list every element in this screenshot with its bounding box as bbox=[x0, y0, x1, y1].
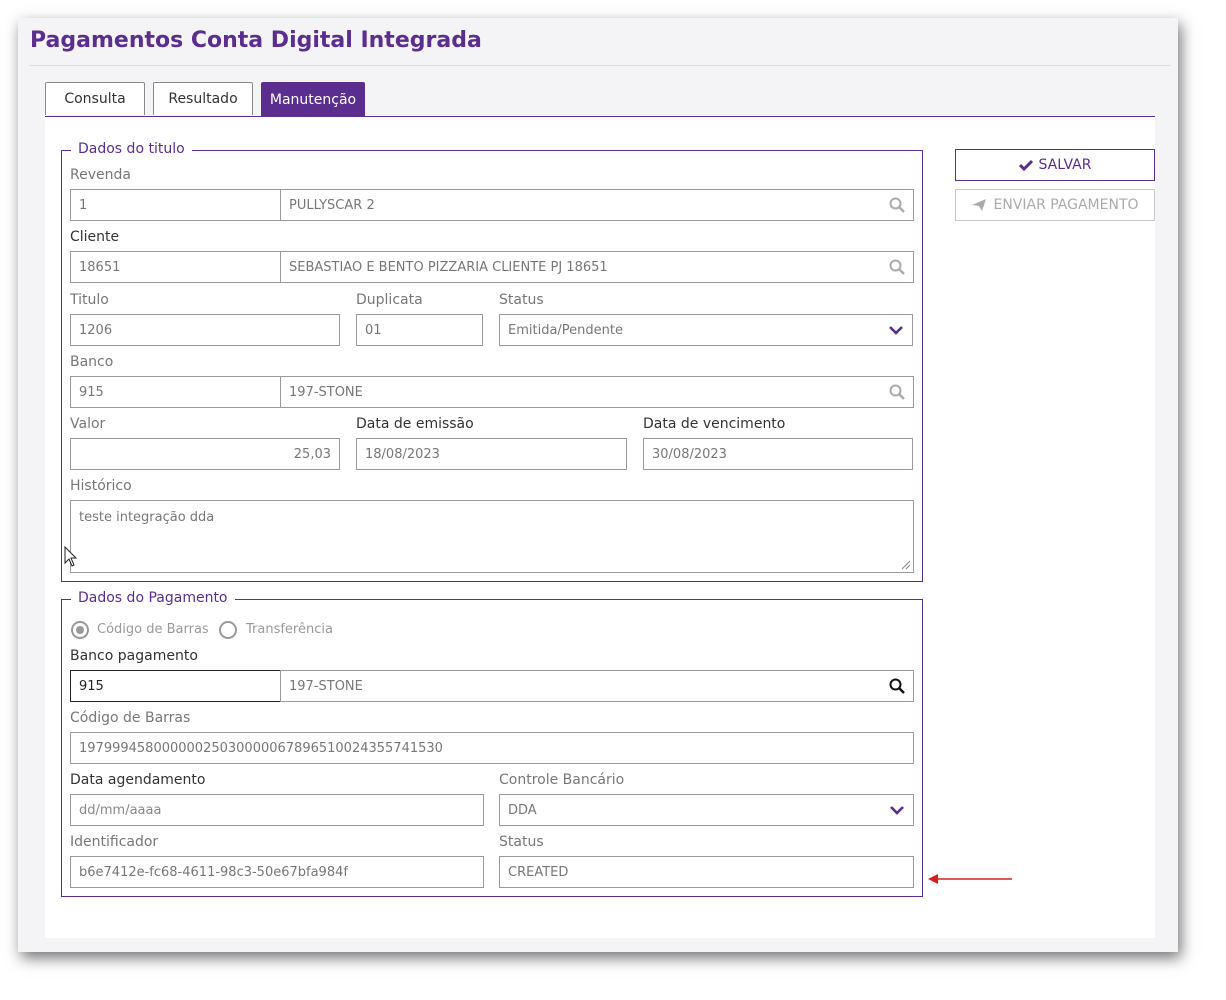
controle-bancario-label: Controle Bancário bbox=[499, 772, 625, 788]
titulo-fieldset bbox=[61, 150, 923, 582]
revenda-name-value: PULLYSCAR 2 bbox=[289, 197, 375, 213]
cliente-name-input[interactable]: SEBASTIAO E BENTO PIZZARIA CLIENTE PJ 18… bbox=[280, 251, 914, 283]
search-icon[interactable] bbox=[889, 197, 905, 213]
status-select[interactable]: Emitida/Pendente bbox=[499, 314, 913, 346]
pagamento-fieldset bbox=[61, 599, 923, 897]
data-agendamento-label: Data agendamento bbox=[70, 772, 206, 788]
tab-resultado[interactable]: Resultado bbox=[153, 82, 253, 115]
payment-status-input[interactable]: CREATED bbox=[499, 856, 914, 888]
tab-manutencao[interactable]: Manutenção bbox=[261, 82, 365, 116]
radio-transferencia[interactable] bbox=[219, 621, 237, 639]
titulo-label: Titulo bbox=[70, 292, 109, 308]
mouse-cursor-icon bbox=[64, 546, 78, 567]
duplicata-input[interactable]: 01 bbox=[356, 314, 483, 346]
status-label: Status bbox=[499, 292, 544, 308]
cliente-name-value: SEBASTIAO E BENTO PIZZARIA CLIENTE PJ 18… bbox=[289, 259, 608, 275]
revenda-name-input[interactable]: PULLYSCAR 2 bbox=[280, 189, 914, 221]
banco-name-value: 197-STONE bbox=[289, 384, 363, 400]
valor-input[interactable]: 25,03 bbox=[70, 438, 340, 470]
duplicata-label: Duplicata bbox=[356, 292, 423, 308]
resize-handle-icon[interactable] bbox=[901, 560, 911, 570]
search-icon[interactable] bbox=[889, 259, 905, 275]
identificador-label: Identificador bbox=[70, 834, 159, 850]
tab-consulta[interactable]: Consulta bbox=[45, 82, 145, 115]
status-select-value: Emitida/Pendente bbox=[508, 322, 623, 338]
banco-name-input[interactable]: 197-STONE bbox=[280, 376, 914, 408]
search-icon[interactable] bbox=[889, 678, 905, 694]
data-emissao-input[interactable]: 18/08/2023 bbox=[356, 438, 627, 470]
send-payment-button-label: ENVIAR PAGAMENTO bbox=[993, 197, 1139, 213]
codigo-barras-input[interactable]: 1979994580000002503000006789651002435574… bbox=[70, 732, 914, 764]
historico-textarea[interactable]: teste integração dda bbox=[70, 500, 914, 573]
controle-bancario-select[interactable]: DDA bbox=[499, 794, 914, 826]
banco-code-input[interactable]: 915 bbox=[70, 376, 281, 408]
save-button-label: SALVAR bbox=[1038, 157, 1092, 173]
title-divider bbox=[30, 65, 1170, 66]
save-button[interactable]: SALVAR bbox=[955, 149, 1155, 181]
data-emissao-label: Data de emissão bbox=[356, 416, 474, 432]
titulo-legend: Dados do titulo bbox=[71, 141, 192, 157]
revenda-code-input[interactable]: 1 bbox=[70, 189, 281, 221]
page-title: Pagamentos Conta Digital Integrada bbox=[30, 28, 482, 53]
data-vencimento-input[interactable]: 30/08/2023 bbox=[643, 438, 913, 470]
pagamento-legend: Dados do Pagamento bbox=[71, 590, 235, 606]
chevron-down-icon bbox=[890, 806, 904, 815]
banco-pagamento-name-input[interactable]: 197-STONE bbox=[280, 670, 914, 702]
banco-pagamento-label: Banco pagamento bbox=[70, 648, 198, 664]
banco-pagamento-name-value: 197-STONE bbox=[289, 678, 363, 694]
historico-label: Histórico bbox=[70, 478, 132, 494]
search-icon[interactable] bbox=[889, 384, 905, 400]
cliente-code-input[interactable]: 18651 bbox=[70, 251, 281, 283]
arrow-left-icon bbox=[928, 874, 1012, 884]
banco-label: Banco bbox=[70, 354, 114, 370]
check-icon bbox=[1018, 159, 1033, 171]
cliente-label: Cliente bbox=[70, 229, 120, 245]
codigo-barras-label: Código de Barras bbox=[70, 710, 191, 726]
valor-label: Valor bbox=[70, 416, 106, 432]
radio-codigo-barras[interactable] bbox=[71, 621, 89, 639]
identificador-input[interactable]: b6e7412e-fc68-4611-98c3-50e67bfa984f bbox=[70, 856, 484, 888]
chevron-down-icon bbox=[889, 326, 903, 335]
data-vencimento-label: Data de vencimento bbox=[643, 416, 786, 432]
payment-status-label: Status bbox=[499, 834, 544, 850]
data-agendamento-input[interactable]: dd/mm/aaaa bbox=[70, 794, 484, 826]
radio-transferencia-label: Transferência bbox=[246, 622, 333, 637]
controle-bancario-value: DDA bbox=[508, 802, 537, 818]
historico-value: teste integração dda bbox=[79, 510, 215, 525]
send-payment-button[interactable]: ENVIAR PAGAMENTO bbox=[955, 189, 1155, 221]
paper-plane-icon bbox=[972, 199, 987, 211]
titulo-input[interactable]: 1206 bbox=[70, 314, 340, 346]
revenda-label: Revenda bbox=[70, 167, 131, 183]
radio-codigo-barras-label: Código de Barras bbox=[97, 622, 209, 637]
banco-pagamento-code-input[interactable]: 915 bbox=[70, 670, 281, 702]
